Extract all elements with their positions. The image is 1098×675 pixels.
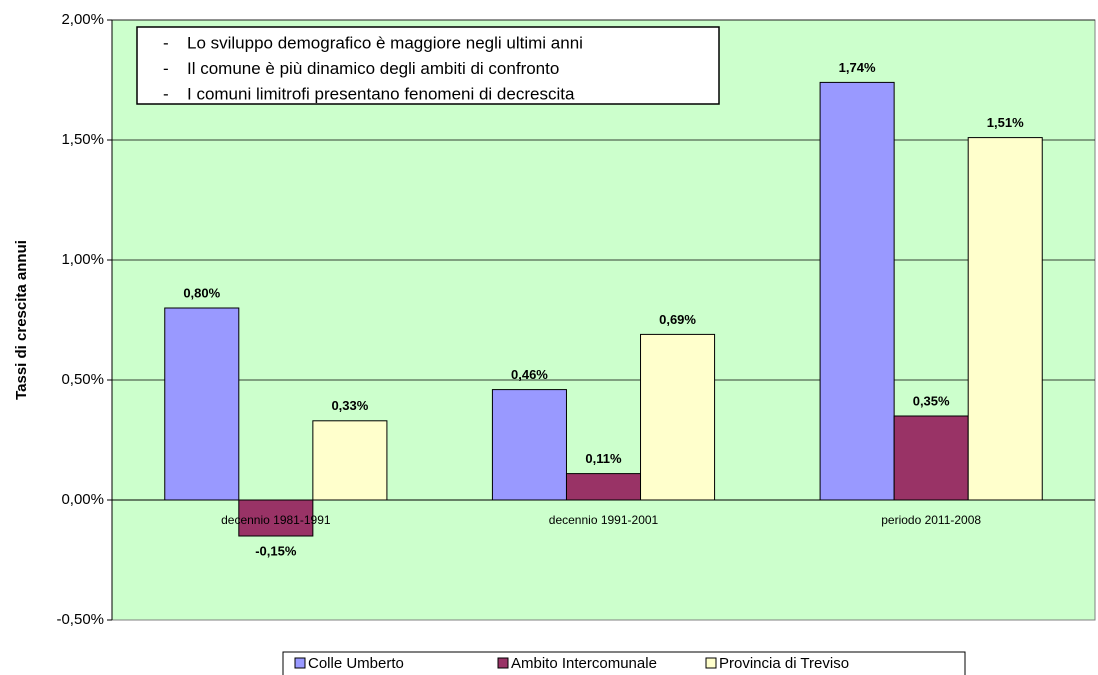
value-label: 0,11% [585, 451, 622, 466]
x-tick-label: periodo 2011-2008 [881, 513, 981, 527]
y-tick-label: 0,50% [61, 371, 104, 388]
annotation-text: I comuni limitrofi presentano fenomeni d… [187, 84, 575, 103]
annotation-text: Il comune è più dinamico degli ambiti di… [187, 59, 559, 78]
bar [967, 137, 1043, 501]
value-label: 0,80% [183, 285, 220, 300]
bars [164, 81, 1043, 537]
y-tick-label: 2,00% [61, 11, 104, 28]
x-tick-label: decennio 1981-1991 [221, 513, 331, 527]
annotation-box: - Lo sviluppo demografico è maggiore negl… [136, 26, 720, 105]
legend-label: Colle Umberto [308, 655, 404, 672]
value-label: 0,69% [659, 312, 696, 327]
bar [312, 420, 388, 501]
bar [819, 81, 895, 501]
y-tick-label: -0,50% [56, 611, 104, 628]
bar [893, 415, 969, 501]
bar [565, 473, 642, 501]
value-label: 0,35% [913, 393, 950, 408]
legend: Colle Umberto Ambito Intercomunale Provinc… [282, 651, 966, 675]
annotation-bullet: - [163, 59, 169, 78]
legend-swatch [497, 657, 509, 669]
value-label: -0,15% [255, 543, 297, 558]
legend-label: Ambito Intercomunale [511, 655, 657, 672]
legend-label: Provincia di Treviso [719, 655, 849, 672]
annotation-bullet: - [163, 84, 169, 103]
y-tick-label: 1,50% [61, 131, 104, 148]
bar [164, 307, 240, 501]
annotation-frame [136, 26, 720, 105]
y-axis-label: Tassi di crescita annui [13, 240, 30, 400]
value-label: 0,46% [511, 367, 548, 382]
y-tick-label: 1,00% [61, 251, 104, 268]
value-label: 1,74% [839, 60, 876, 75]
legend-swatch [705, 657, 717, 669]
value-label: 1,51% [987, 115, 1024, 130]
annotation-bullet: - [163, 33, 169, 52]
bar [640, 333, 716, 501]
x-tick-label: decennio 1991-2001 [549, 513, 659, 527]
legend-frame [282, 651, 966, 675]
annotation-text: Lo sviluppo demografico è maggiore negli… [187, 33, 583, 52]
legend-swatch [294, 657, 306, 669]
bar [491, 389, 567, 501]
y-tick-label: 0,00% [61, 491, 104, 508]
value-label: 0,33% [331, 398, 368, 413]
